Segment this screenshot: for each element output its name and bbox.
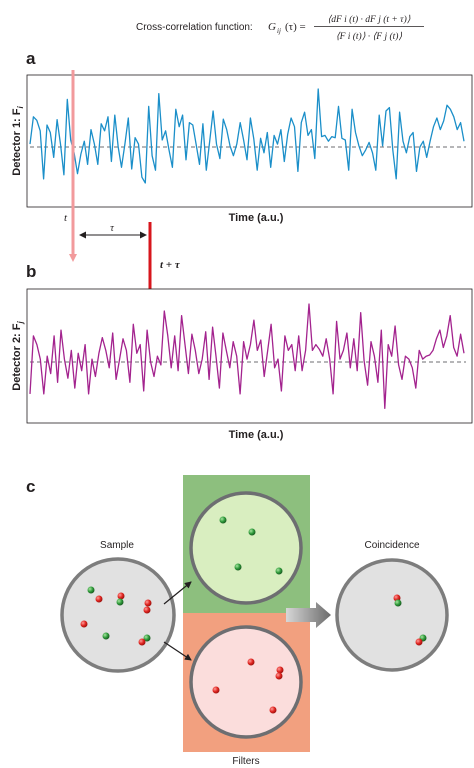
red-particle: [95, 595, 103, 603]
panel-b-letter: b: [26, 262, 36, 281]
panel-b-ylabel: Detector 2: Fj: [11, 320, 25, 390]
correlation-formula: Cross-correlation function: G ij (τ) = ⟨…: [136, 14, 424, 42]
green-particle: [219, 516, 227, 524]
coincidence-particles: [393, 594, 427, 646]
green-particle: [234, 563, 242, 571]
red-particle: [415, 638, 423, 646]
green-particle: [87, 586, 95, 594]
formula-lhs-argument: (τ) =: [285, 21, 306, 33]
red-particle: [276, 666, 284, 674]
panel-c-letter: c: [26, 477, 35, 496]
red-particle: [144, 599, 152, 607]
arrow-to-green-filter: [163, 581, 192, 605]
red-particle: [247, 658, 255, 666]
red-channel-circle: [189, 625, 303, 739]
red-particle: [269, 706, 277, 714]
formula-label: Cross-correlation function:: [136, 22, 253, 33]
red-particle: [117, 592, 125, 600]
red-particle: [143, 606, 151, 614]
sample-label: Sample: [100, 540, 134, 551]
panel-a-xlabel: Time (a.u.): [229, 212, 284, 224]
green-particle: [116, 598, 124, 606]
green-channel-circle: [189, 491, 303, 605]
coincidence-label: Coincidence: [364, 540, 419, 551]
formula-lhs-subscript: ij: [277, 27, 281, 35]
panel-b-xlabel: Time (a.u.): [229, 429, 284, 441]
panel-b-plot: [26, 288, 473, 424]
formula-denominator: ⟨F i (t)⟩ · ⟨F j (t)⟩: [336, 31, 403, 42]
t-plus-tau-label: t + τ: [160, 259, 181, 271]
tau-label: τ: [110, 223, 114, 234]
arrow-to-red-filter: [163, 641, 192, 661]
t-label: t: [64, 212, 68, 224]
red-particle: [275, 672, 283, 680]
coincidence-circle: [335, 558, 449, 672]
green-particle: [275, 567, 283, 575]
green-particle: [394, 599, 402, 607]
red-channel-particles: [212, 658, 284, 714]
formula-lhs: G: [268, 21, 276, 33]
filters-label: Filters: [232, 756, 259, 767]
green-channel-particles: [219, 516, 283, 575]
sample-particles: [80, 586, 152, 646]
sample-circle: [60, 557, 176, 673]
detector-2-series: [29, 303, 465, 410]
panel-a-letter: a: [26, 49, 36, 68]
green-particle: [248, 528, 256, 536]
coincidence-arrow: [286, 602, 331, 628]
red-particle: [80, 620, 88, 628]
panel-a-plot: [26, 74, 473, 208]
formula-numerator: ⟨dF i (t) · dF j (t + τ)⟩: [328, 14, 411, 25]
panel-a-ylabel: Detector 1: Fi: [11, 105, 25, 175]
green-particle: [143, 634, 151, 642]
red-particle: [138, 638, 146, 646]
detector-1-series: [29, 88, 465, 184]
green-particle: [102, 632, 110, 640]
red-particle: [212, 686, 220, 694]
